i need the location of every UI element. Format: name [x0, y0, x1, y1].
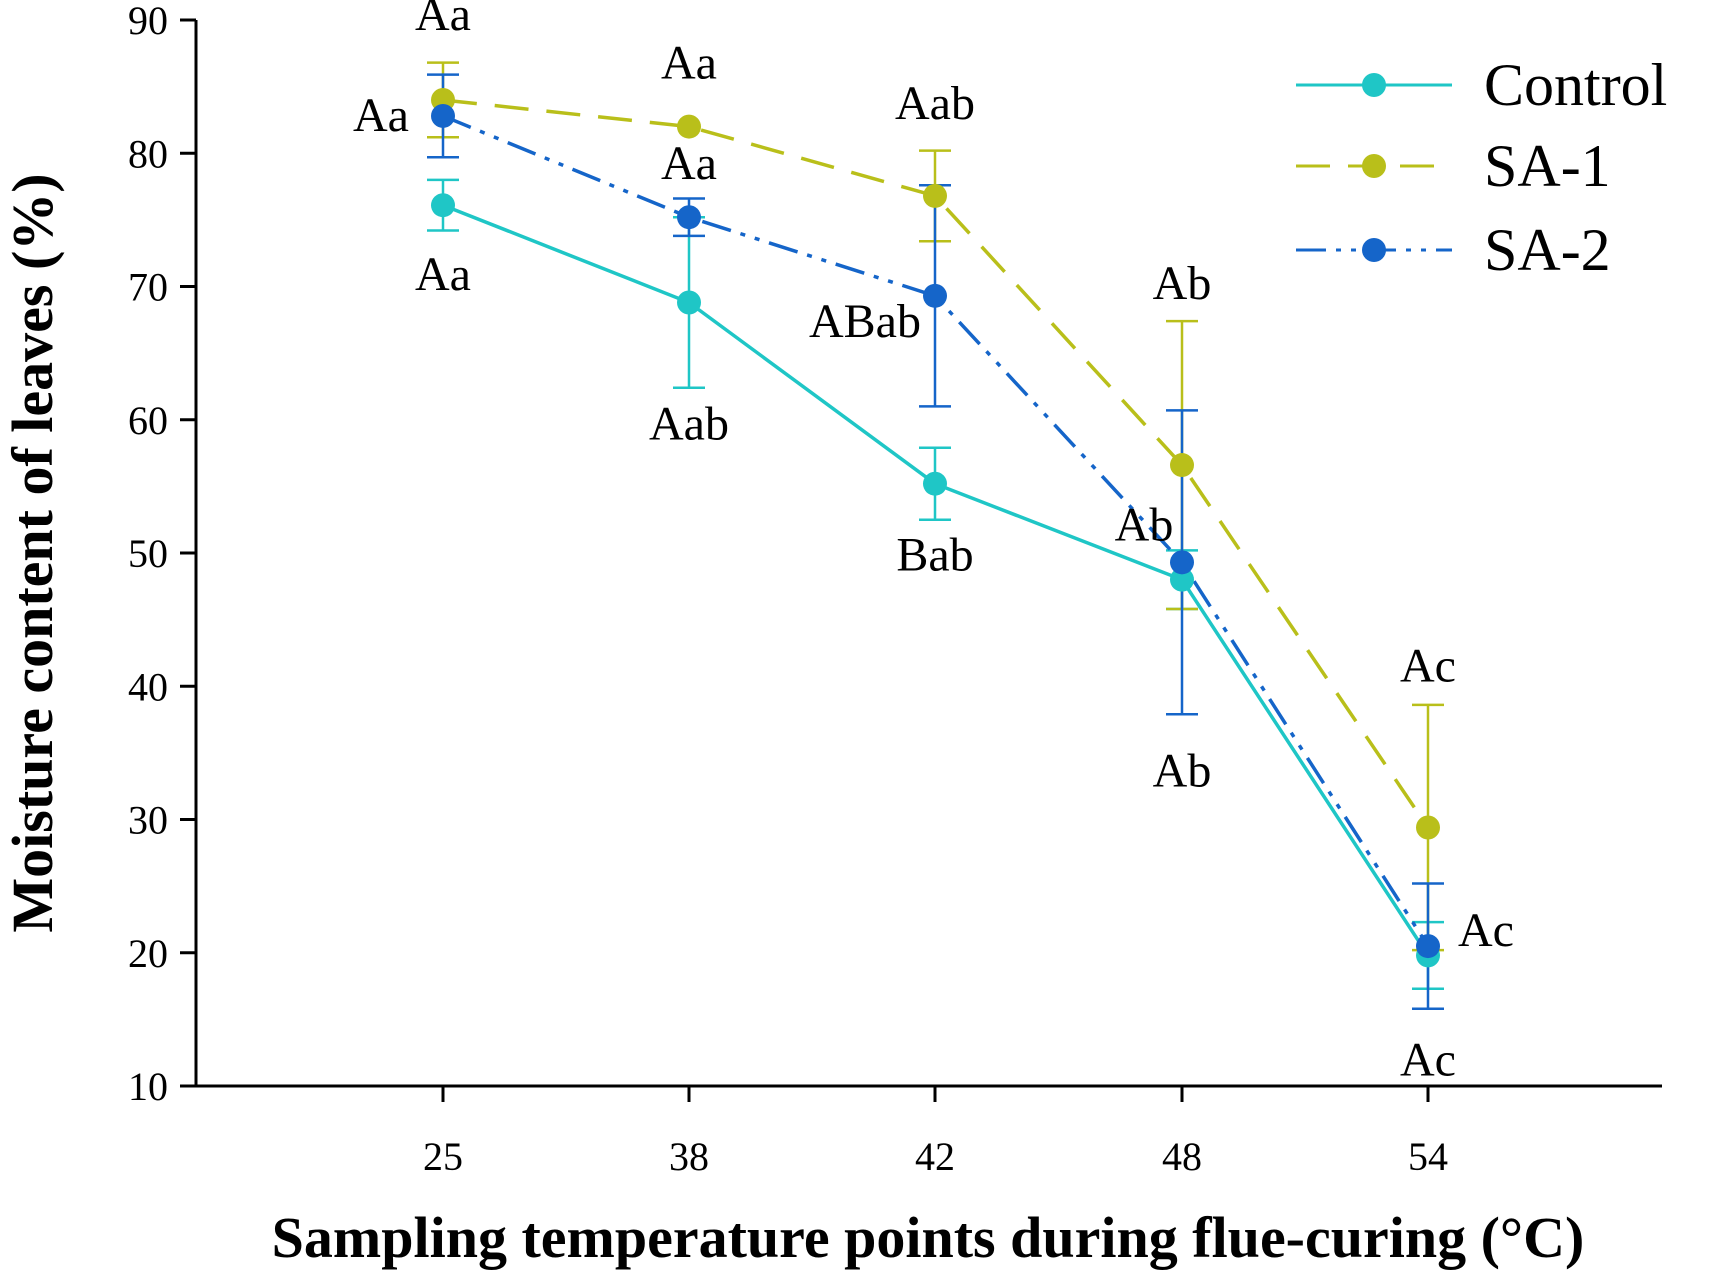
significance-labels: Aa Aab Bab Ab Ac Aa Aa Aab Ab Ac Aa Aa ABab Ab Ac [353, 0, 1514, 1086]
x-tick-label: 48 [1162, 1134, 1202, 1179]
legend-marker-sa-2 [1362, 238, 1386, 262]
legend-marker-control [1362, 73, 1386, 97]
data-point-sa-1 [1170, 453, 1194, 478]
series-line-sa-2 [442, 114, 1430, 948]
legend-item-sa-2: SA-2 [1296, 217, 1611, 283]
sig-label-sa-2: Ac [1458, 904, 1514, 957]
sig-label-sa-2: Ab [1115, 498, 1174, 551]
data-point-control [1170, 567, 1194, 592]
sig-label-sa-2: Aa [353, 89, 409, 142]
legend-label-control: Control [1484, 52, 1667, 118]
x-tick-label: 25 [423, 1134, 463, 1179]
y-ticks: 10 20 30 40 50 60 70 80 90 [128, 0, 196, 1109]
y-tick-label: 10 [128, 1064, 168, 1109]
legend: Control SA-1 SA-2 [1296, 52, 1667, 283]
x-tick-label: 54 [1408, 1134, 1448, 1179]
markers [431, 87, 1440, 968]
sig-label-sa-1: Ab [1153, 257, 1212, 310]
sig-label-sa-1: Aa [661, 37, 717, 90]
legend-item-control: Control [1296, 52, 1667, 118]
sig-label-sa-1: Aa [415, 0, 471, 41]
data-point-sa-2 [923, 283, 947, 308]
y-tick-label: 20 [128, 931, 168, 976]
x-ticks: 25 38 42 48 54 [423, 1086, 1448, 1179]
sig-label-control: Ab [1153, 745, 1212, 798]
x-tick-label: 38 [669, 1134, 709, 1179]
series-line-sa-1 [442, 98, 1430, 829]
data-point-sa-1 [677, 114, 701, 139]
data-point-control [431, 193, 455, 218]
data-point-sa-2 [1170, 550, 1194, 575]
y-tick-label: 60 [128, 398, 168, 443]
data-point-sa-2 [1416, 934, 1440, 959]
legend-item-sa-1: SA-1 [1296, 133, 1611, 199]
y-axis-title: Moisture content of leaves (%) [0, 173, 65, 932]
x-tick-label: 42 [915, 1134, 955, 1179]
y-tick-label: 70 [128, 265, 168, 310]
y-tick-label: 80 [128, 131, 168, 176]
data-point-sa-2 [431, 103, 455, 128]
sig-label-control: Aab [649, 397, 729, 450]
x-axis-title: Sampling temperature points during flue-… [272, 1205, 1585, 1270]
y-tick-label: 40 [128, 664, 168, 709]
data-point-control [923, 471, 947, 496]
sig-label-control: Aa [415, 248, 471, 301]
data-point-sa-2 [677, 205, 701, 230]
sig-label-sa-2: ABab [809, 295, 921, 348]
data-point-sa-1 [1416, 815, 1440, 840]
data-point-sa-1 [923, 183, 947, 208]
sig-label-sa-1: Aab [895, 77, 975, 130]
legend-label-sa-2: SA-2 [1484, 217, 1611, 283]
sig-label-sa-1: Ac [1400, 639, 1456, 692]
legend-marker-sa-1 [1362, 154, 1386, 178]
y-tick-label: 30 [128, 798, 168, 843]
y-tick-label: 50 [128, 531, 168, 576]
y-tick-label: 90 [128, 0, 168, 43]
sig-label-sa-2: Aa [661, 137, 717, 190]
legend-label-sa-1: SA-1 [1484, 133, 1611, 199]
sig-label-control: Ac [1400, 1033, 1456, 1086]
sig-label-control: Bab [896, 529, 973, 582]
data-point-control [677, 290, 701, 315]
